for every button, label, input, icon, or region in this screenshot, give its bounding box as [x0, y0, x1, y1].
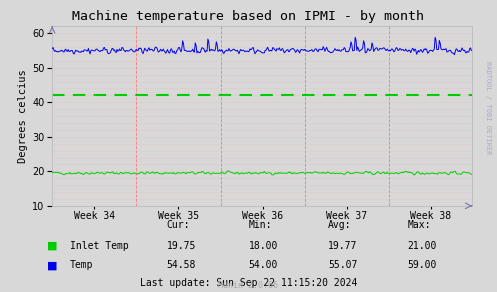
Text: ■: ■	[47, 260, 58, 270]
Text: ■: ■	[47, 241, 58, 251]
Y-axis label: Degrees celcius: Degrees celcius	[18, 69, 28, 163]
Text: 21.00: 21.00	[408, 241, 437, 251]
Text: 19.75: 19.75	[166, 241, 196, 251]
Text: 19.77: 19.77	[328, 241, 357, 251]
Text: 54.58: 54.58	[166, 260, 196, 270]
Text: Last update: Sun Sep 22 11:15:20 2024: Last update: Sun Sep 22 11:15:20 2024	[140, 278, 357, 288]
Text: Min:: Min:	[248, 220, 272, 230]
Text: 55.07: 55.07	[328, 260, 357, 270]
Text: Machine temperature based on IPMI - by month: Machine temperature based on IPMI - by m…	[73, 10, 424, 23]
Text: Max:: Max:	[408, 220, 431, 230]
Text: Temp: Temp	[70, 260, 93, 270]
Text: 59.00: 59.00	[408, 260, 437, 270]
Text: Avg:: Avg:	[328, 220, 351, 230]
Text: Inlet Temp: Inlet Temp	[70, 241, 128, 251]
Text: 18.00: 18.00	[248, 241, 278, 251]
Text: RADTOOL / TOBI OETIKER: RADTOOL / TOBI OETIKER	[485, 61, 491, 155]
Text: Munin 2.0.66: Munin 2.0.66	[219, 281, 278, 290]
Text: 54.00: 54.00	[248, 260, 278, 270]
Text: Cur:: Cur:	[166, 220, 190, 230]
